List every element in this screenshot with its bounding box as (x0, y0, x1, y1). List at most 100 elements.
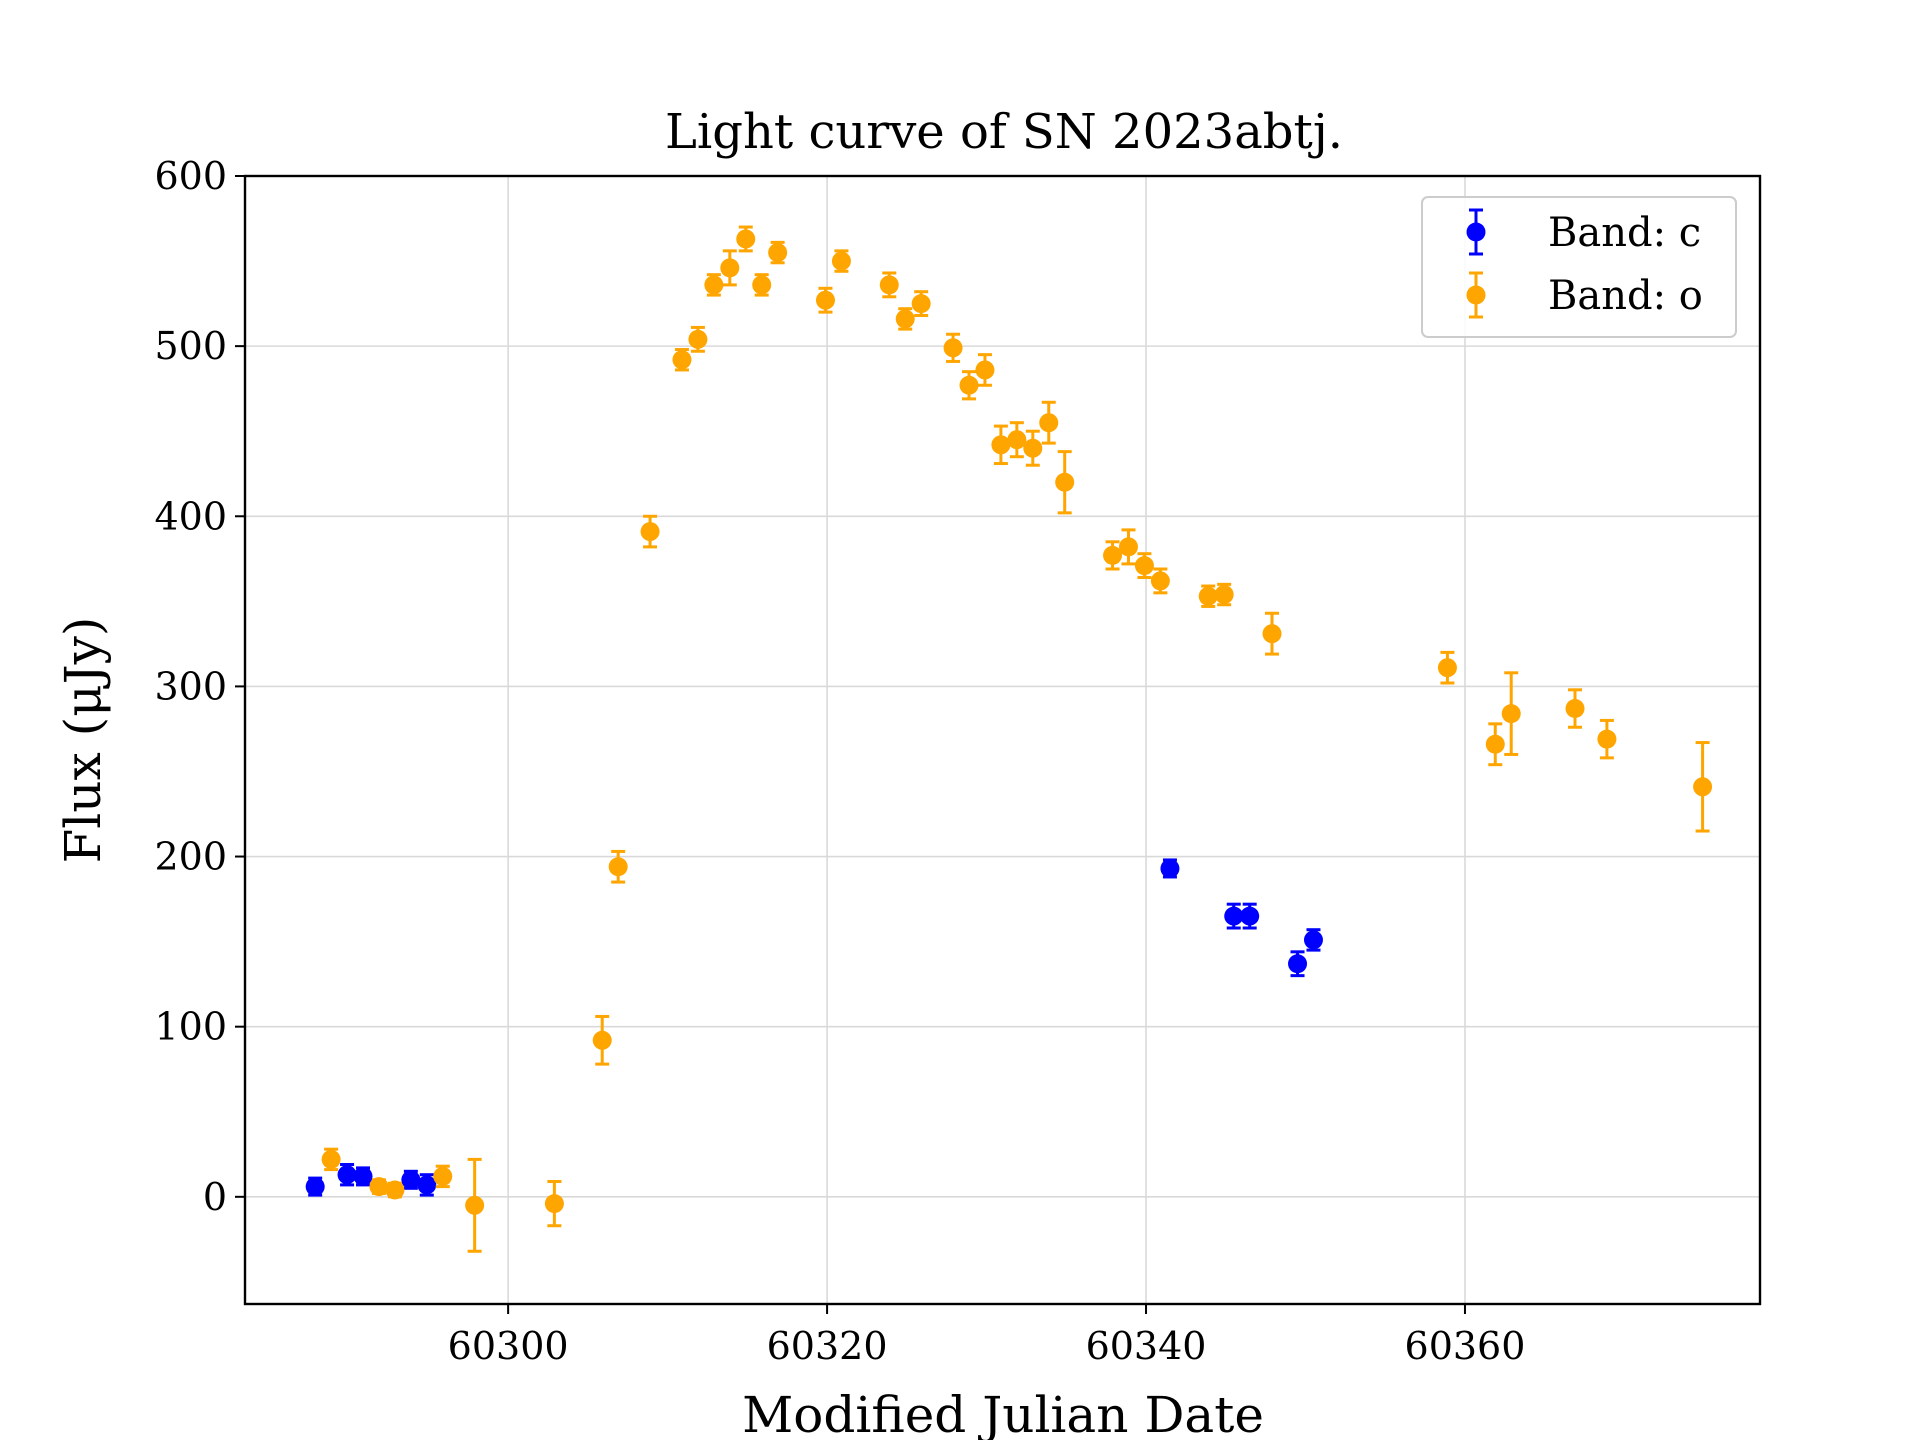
data-point (991, 424, 1011, 466)
data-point (1240, 902, 1260, 930)
data-point (337, 1162, 357, 1187)
data-marker (1118, 537, 1138, 557)
data-marker (991, 435, 1011, 455)
data-point (1597, 718, 1617, 760)
data-point (1134, 552, 1154, 580)
data-point (321, 1147, 341, 1172)
x-tick-label: 60300 (448, 1324, 569, 1368)
data-marker (1303, 930, 1323, 950)
data-marker (704, 275, 724, 295)
data-marker (1597, 729, 1617, 749)
y-tick-label: 500 (154, 324, 227, 368)
x-tick-label: 60360 (1405, 1324, 1526, 1368)
data-point (975, 353, 995, 387)
data-point (1007, 421, 1027, 459)
legend-entry: Band: c (1466, 208, 1701, 256)
data-marker (417, 1175, 437, 1195)
data-point (1055, 450, 1075, 515)
data-marker (720, 258, 740, 278)
data-marker (1198, 586, 1218, 606)
data-point (768, 240, 788, 265)
data-point (704, 273, 724, 297)
data-point (433, 1164, 453, 1189)
legend-entry: Band: o (1466, 271, 1703, 319)
data-point (688, 325, 708, 353)
legend-entries: Band: c Band: o (1466, 208, 1703, 319)
chart-title: Light curve of SN 2023abtj. (665, 104, 1343, 160)
data-marker (385, 1180, 405, 1200)
data-point (895, 307, 915, 331)
data-marker (672, 350, 692, 370)
series-0 (305, 858, 1323, 1197)
data-marker (1288, 954, 1308, 974)
data-point (815, 286, 835, 314)
legend-box (1421, 196, 1737, 338)
series-1 (321, 225, 1713, 1253)
data-marker (1055, 472, 1075, 492)
data-point (353, 1166, 373, 1187)
data-marker (752, 275, 772, 295)
data-point (1214, 582, 1234, 607)
data-marker (337, 1165, 357, 1185)
data-marker (895, 309, 915, 329)
data-point (943, 332, 963, 363)
data-point (1303, 928, 1323, 952)
data-point (672, 348, 692, 372)
data-marker (736, 229, 756, 249)
data-point (720, 249, 740, 287)
data-marker (608, 857, 628, 877)
legend-label: Band: o (1548, 273, 1703, 319)
x-tick-label: 60340 (1086, 1324, 1207, 1368)
x-axis-label: Modified Julian Date (742, 1386, 1264, 1440)
data-point (736, 225, 756, 253)
data-point (1693, 741, 1713, 833)
y-tick-label: 600 (154, 154, 227, 198)
data-point (831, 249, 851, 273)
data-point (959, 370, 979, 401)
data-marker (1160, 858, 1180, 878)
data-marker (943, 338, 963, 358)
data-point (1437, 650, 1457, 685)
data-marker (959, 375, 979, 395)
data-marker (879, 275, 899, 295)
data-point (911, 290, 931, 318)
data-marker (592, 1030, 612, 1050)
data-marker (1150, 571, 1170, 591)
data-marker (1224, 906, 1244, 926)
data-marker (1007, 430, 1027, 450)
data-point (1150, 567, 1170, 595)
data-marker (640, 522, 660, 542)
data-marker (465, 1195, 485, 1215)
data-marker (401, 1170, 421, 1190)
data-marker (815, 290, 835, 310)
data-point (1160, 858, 1180, 879)
data-marker (911, 294, 931, 314)
legend-label: Band: c (1548, 210, 1701, 256)
y-tick-label: 200 (154, 835, 227, 879)
legend-marker (1466, 222, 1486, 242)
data-marker (305, 1177, 325, 1197)
data-marker (544, 1194, 564, 1214)
y-tick-label: 100 (154, 1005, 227, 1049)
data-point (1198, 584, 1218, 608)
data-point (544, 1180, 564, 1228)
data-point (752, 273, 772, 297)
data-marker (1134, 556, 1154, 576)
y-tick-label: 300 (154, 664, 227, 708)
data-marker (1039, 413, 1059, 433)
legend-marker (1466, 285, 1486, 305)
data-point (879, 271, 899, 299)
data-point (305, 1176, 325, 1197)
data-point (1565, 688, 1585, 729)
data-point (608, 849, 628, 884)
data-marker (1693, 777, 1713, 797)
data-marker (1262, 624, 1282, 644)
plot-frame (243, 174, 1762, 1306)
data-marker (353, 1166, 373, 1186)
axis-ticks: 60300 60320 60340 60360 0 100 200 300 400 500 600 (154, 154, 1525, 1368)
data-marks (305, 225, 1713, 1253)
data-point (1224, 902, 1244, 930)
y-tick-label: 400 (154, 494, 227, 538)
